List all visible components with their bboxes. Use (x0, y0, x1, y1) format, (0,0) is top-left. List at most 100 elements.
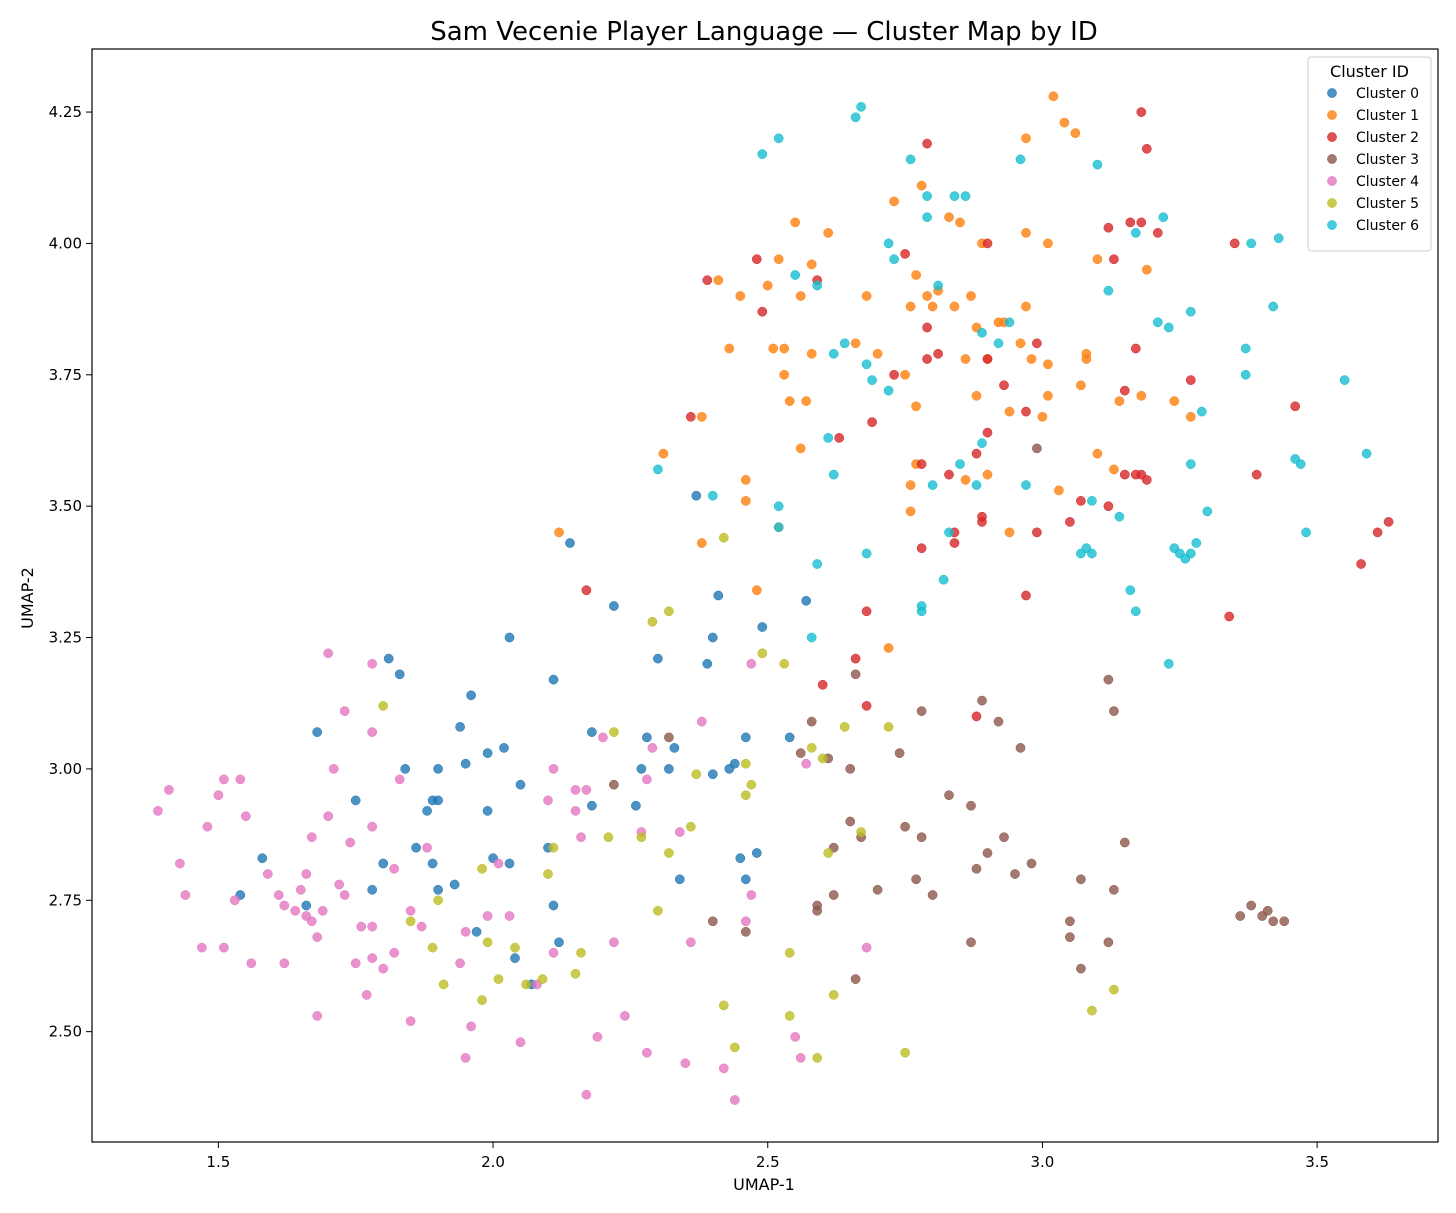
chart-title: Sam Vecenie Player Language — Cluster Ma… (430, 17, 1098, 47)
data-point (900, 369, 910, 380)
data-point (757, 149, 768, 159)
data-point (982, 238, 993, 249)
data-point (707, 490, 718, 501)
data-point (795, 443, 806, 454)
data-point (1021, 590, 1031, 601)
data-point (1076, 963, 1086, 974)
data-point (784, 732, 795, 743)
data-point (367, 921, 378, 932)
y-tick-label: 3.75 (49, 366, 82, 384)
data-point (1224, 611, 1235, 622)
data-point (801, 595, 812, 606)
data-point (1076, 874, 1086, 885)
data-point (229, 895, 240, 906)
data-point (367, 884, 378, 895)
data-point (1339, 375, 1350, 385)
data-point (1119, 385, 1130, 396)
data-point (1136, 107, 1147, 117)
data-point (762, 280, 773, 291)
data-point (471, 926, 482, 937)
x-tick-label: 3.5 (1305, 1153, 1329, 1171)
data-point (916, 832, 927, 843)
data-point (1054, 485, 1064, 496)
data-point (922, 191, 932, 201)
data-point (1103, 222, 1114, 233)
x-axis-label: UMAP-1 (733, 1175, 795, 1194)
data-point (246, 958, 257, 969)
data-point (867, 375, 877, 385)
data-point (751, 254, 762, 265)
y-tick-label: 3.50 (49, 497, 82, 515)
data-point (1191, 538, 1202, 548)
data-point (971, 711, 982, 722)
data-point (784, 947, 795, 958)
data-point (707, 632, 718, 643)
y-tick-label: 3.00 (49, 760, 82, 778)
data-point (658, 448, 669, 459)
data-point (971, 863, 982, 874)
legend-label: Cluster 1 (1356, 108, 1419, 124)
data-point (1240, 343, 1251, 354)
data-point (889, 196, 899, 207)
data-point (482, 911, 493, 921)
data-point (916, 601, 927, 611)
data-point (345, 837, 356, 848)
data-point (713, 590, 724, 601)
data-point (1065, 517, 1075, 527)
data-point (751, 848, 762, 858)
data-point (696, 716, 707, 727)
data-point (823, 433, 834, 443)
data-point (1279, 916, 1290, 927)
data-point (905, 506, 916, 517)
data-point (823, 848, 834, 858)
data-point (1109, 254, 1119, 265)
data-point (548, 947, 559, 958)
data-point (515, 1037, 526, 1048)
data-point (1246, 238, 1257, 249)
data-point (812, 280, 823, 291)
data-point (433, 895, 443, 906)
data-point (416, 921, 427, 932)
data-point (828, 890, 839, 900)
data-point (861, 606, 872, 617)
data-point (499, 743, 509, 753)
data-point (235, 774, 246, 785)
y-tick-label: 2.75 (49, 891, 82, 909)
data-point (1141, 475, 1152, 485)
data-point (685, 937, 696, 948)
data-point (482, 748, 493, 758)
data-point (383, 653, 394, 664)
data-point (1032, 443, 1042, 454)
data-point (949, 301, 960, 312)
data-point (1251, 469, 1262, 480)
data-point (861, 359, 872, 370)
data-point (1032, 527, 1042, 538)
data-point (746, 890, 757, 900)
data-point (883, 385, 894, 396)
data-point (966, 800, 976, 811)
legend-items: Cluster 0 Cluster 1 Cluster 2 Cluster 3 Clus… (1327, 86, 1419, 234)
data-point (685, 821, 696, 832)
data-point (735, 853, 746, 864)
data-point (323, 648, 334, 659)
data-point (740, 758, 751, 769)
data-point (784, 396, 795, 406)
data-point (1021, 480, 1031, 490)
data-point (729, 758, 740, 769)
data-point (1004, 406, 1015, 417)
data-point (779, 369, 790, 380)
data-point (1383, 517, 1394, 527)
data-point (306, 916, 317, 927)
data-point (707, 769, 718, 780)
data-point (779, 343, 790, 354)
data-point (598, 732, 608, 743)
data-point (806, 259, 817, 270)
data-point (581, 1089, 592, 1100)
data-point (1059, 117, 1070, 128)
legend-label: Cluster 0 (1356, 86, 1419, 102)
data-point (367, 953, 378, 963)
data-point (460, 758, 471, 769)
data-point (394, 669, 405, 680)
data-point (504, 911, 515, 921)
